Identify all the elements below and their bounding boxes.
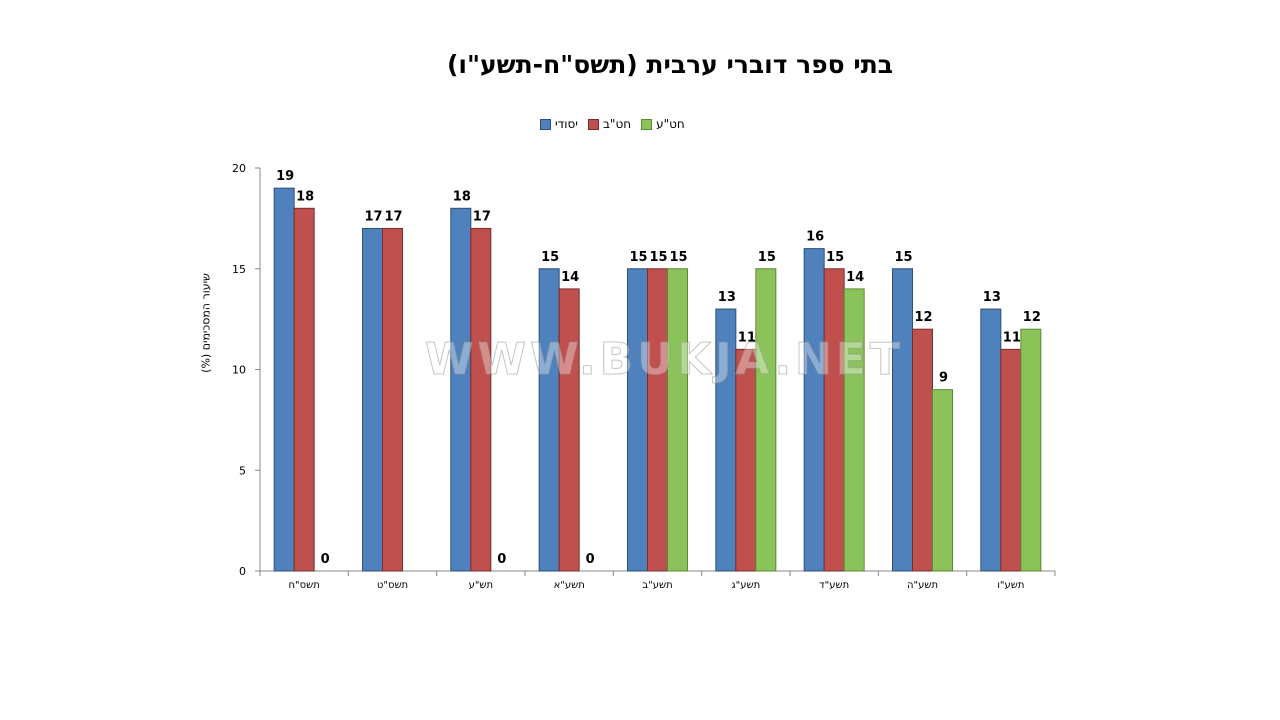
- data-label: 18: [453, 189, 471, 204]
- data-label: 11: [738, 330, 756, 345]
- legend-swatch-middle: [587, 118, 599, 130]
- data-label: 15: [669, 250, 687, 265]
- data-label: 0: [321, 552, 330, 567]
- data-label: 15: [649, 250, 667, 265]
- data-label: 12: [1023, 310, 1041, 325]
- data-label: 19: [276, 169, 294, 184]
- chart-title: בתי ספר דוברי ערבית (תשס"ח-תשע"ו): [446, 50, 894, 79]
- bar: [273, 187, 295, 572]
- data-label: 13: [718, 290, 736, 305]
- bar: [1020, 328, 1042, 572]
- legend-item-elementary: יסודי: [540, 117, 578, 131]
- bar: [843, 288, 865, 572]
- bar: [538, 268, 560, 572]
- data-label: 0: [497, 552, 506, 567]
- y-tick-label: 15: [232, 263, 246, 276]
- data-label: 14: [846, 270, 864, 285]
- data-label: 15: [894, 250, 912, 265]
- bar: [558, 288, 580, 572]
- data-label: 17: [364, 209, 382, 224]
- bar: [980, 308, 1002, 572]
- x-tick-label: תשס"ט: [377, 580, 408, 591]
- legend-swatch-elementary: [540, 118, 551, 130]
- legend-label-high: חט"ע: [656, 117, 685, 131]
- bar: [627, 268, 648, 572]
- x-tick-label: תשע"ו: [997, 580, 1024, 591]
- y-tick-label: 10: [232, 364, 246, 377]
- bar: [362, 227, 383, 572]
- bar: [735, 348, 757, 572]
- bar: [470, 227, 492, 572]
- x-tick-label: תשע"ד: [819, 580, 849, 591]
- y-tick-label: 5: [239, 464, 246, 477]
- bar: [892, 268, 913, 572]
- data-label: 15: [629, 250, 647, 265]
- bar: [647, 268, 668, 572]
- data-label: 17: [384, 209, 402, 224]
- legend-label-elementary: יסודי: [555, 117, 578, 131]
- data-label: 14: [561, 270, 579, 285]
- bar: [382, 227, 403, 572]
- y-tick-label: 20: [232, 162, 246, 175]
- bar: [667, 268, 688, 572]
- bar: [803, 248, 825, 572]
- data-label: 12: [914, 310, 932, 325]
- data-label: 15: [826, 250, 844, 265]
- bar: [450, 207, 472, 572]
- data-label: 18: [296, 189, 314, 204]
- data-label: 11: [1003, 330, 1021, 345]
- data-label: 0: [586, 552, 595, 567]
- legend-swatch-high: [641, 118, 653, 130]
- legend-label-middle: חט"ב: [602, 117, 632, 131]
- data-label: 9: [939, 371, 948, 386]
- data-label: 15: [541, 250, 559, 265]
- legend-item-middle: חט"ב: [587, 117, 632, 131]
- data-label: 13: [983, 290, 1001, 305]
- x-tick-label: תשס"ח: [289, 580, 320, 591]
- data-label: 16: [806, 230, 824, 245]
- legend-item-high: חט"ע: [641, 117, 685, 131]
- x-tick-label: תש"ע: [469, 580, 494, 591]
- data-label: 15: [758, 250, 776, 265]
- bar: [932, 389, 953, 572]
- data-label: 17: [473, 209, 491, 224]
- bar: [912, 328, 933, 572]
- legend: יסודי חט"ב חט"ע: [540, 116, 685, 132]
- x-tick-label: תשע"א: [554, 580, 585, 591]
- bar: [715, 308, 737, 572]
- x-tick-label: תשע"ג: [732, 580, 761, 591]
- y-tick-label: 0: [239, 565, 246, 578]
- x-tick-label: תשע"ב: [642, 580, 672, 591]
- bar: [1000, 348, 1022, 572]
- bar: [823, 268, 845, 572]
- x-tick-label: תשע"ה: [907, 580, 938, 591]
- bar: [755, 268, 777, 572]
- bar: [293, 207, 315, 572]
